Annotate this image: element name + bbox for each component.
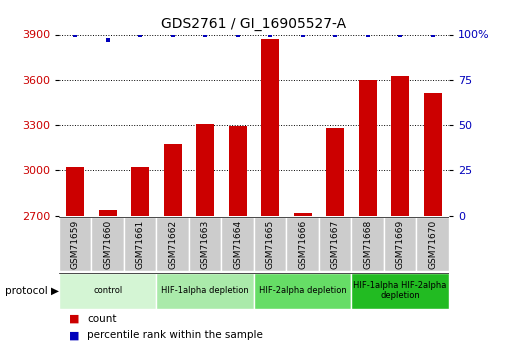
Bar: [294, 213, 311, 216]
Point: [364, 32, 372, 37]
Bar: [424, 93, 442, 216]
Point: [201, 32, 209, 37]
Point: [169, 32, 177, 37]
Bar: [222, 217, 254, 271]
Bar: [131, 167, 149, 216]
Point: [104, 37, 112, 43]
Text: ■: ■: [69, 331, 80, 340]
Bar: [189, 217, 222, 271]
Bar: [391, 76, 409, 216]
Point: [233, 32, 242, 37]
Text: GSM71664: GSM71664: [233, 219, 242, 269]
Point: [299, 32, 307, 37]
Bar: [254, 273, 351, 309]
Point: [71, 32, 80, 37]
Text: percentile rank within the sample: percentile rank within the sample: [87, 331, 263, 340]
Title: GDS2761 / GI_16905527-A: GDS2761 / GI_16905527-A: [162, 17, 346, 31]
Text: GSM71659: GSM71659: [71, 219, 80, 269]
Bar: [261, 39, 279, 216]
Text: GSM71660: GSM71660: [103, 219, 112, 269]
Text: GSM71662: GSM71662: [168, 219, 177, 269]
Bar: [359, 80, 377, 216]
Text: count: count: [87, 314, 117, 324]
Bar: [326, 128, 344, 216]
Text: GSM71661: GSM71661: [136, 219, 145, 269]
Text: GSM71667: GSM71667: [331, 219, 340, 269]
Point: [428, 32, 437, 37]
Bar: [319, 217, 351, 271]
Bar: [99, 209, 116, 216]
Bar: [229, 126, 247, 216]
Bar: [351, 217, 384, 271]
Text: protocol ▶: protocol ▶: [5, 286, 59, 296]
Text: GSM71669: GSM71669: [396, 219, 405, 269]
Text: GSM71666: GSM71666: [298, 219, 307, 269]
Point: [266, 32, 274, 37]
Text: GSM71665: GSM71665: [266, 219, 274, 269]
Point: [331, 32, 339, 37]
Text: ■: ■: [69, 314, 80, 324]
Bar: [164, 144, 182, 216]
Bar: [196, 124, 214, 216]
Bar: [417, 217, 449, 271]
Text: HIF-2alpha depletion: HIF-2alpha depletion: [259, 286, 347, 295]
Text: GSM71670: GSM71670: [428, 219, 437, 269]
Bar: [286, 217, 319, 271]
Text: GSM71668: GSM71668: [363, 219, 372, 269]
Bar: [124, 217, 156, 271]
Text: HIF-1alpha HIF-2alpha
depletion: HIF-1alpha HIF-2alpha depletion: [353, 281, 447, 300]
Text: GSM71663: GSM71663: [201, 219, 210, 269]
Point: [136, 32, 144, 37]
Bar: [254, 217, 286, 271]
Bar: [59, 273, 156, 309]
Bar: [91, 217, 124, 271]
Bar: [156, 217, 189, 271]
Bar: [384, 217, 417, 271]
Point: [396, 32, 404, 37]
Text: HIF-1alpha depletion: HIF-1alpha depletion: [161, 286, 249, 295]
Bar: [66, 167, 84, 216]
Bar: [351, 273, 449, 309]
Bar: [59, 217, 91, 271]
Bar: [156, 273, 254, 309]
Text: control: control: [93, 286, 123, 295]
